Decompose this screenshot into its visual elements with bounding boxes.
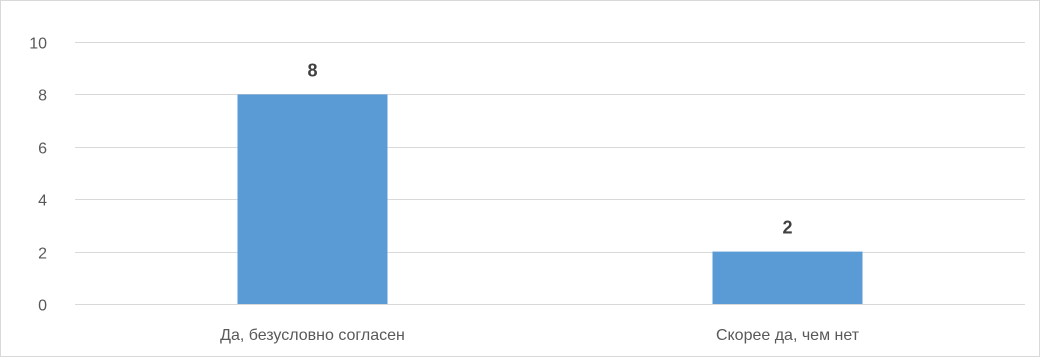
bar [712, 251, 863, 304]
bar [237, 94, 388, 305]
data-labels: 82 [307, 60, 792, 237]
x-axis-categories: Да, безусловно согласен Скорее да, чем не… [220, 327, 860, 344]
x-category-label: Скорее да, чем нет [716, 327, 860, 344]
bar-data-label: 8 [307, 60, 317, 80]
y-axis-ticks: 0 2 4 6 8 10 [29, 36, 47, 315]
y-tick-label: 8 [38, 88, 47, 105]
x-category-label: Да, безусловно согласен [220, 327, 405, 344]
gridlines [75, 42, 1025, 305]
bars [237, 94, 863, 305]
y-tick-label: 0 [38, 298, 47, 315]
y-tick-label: 2 [38, 246, 47, 263]
y-tick-label: 10 [29, 36, 47, 53]
y-tick-label: 4 [38, 193, 47, 210]
y-tick-label: 6 [38, 141, 47, 158]
bar-data-label: 2 [782, 218, 792, 238]
